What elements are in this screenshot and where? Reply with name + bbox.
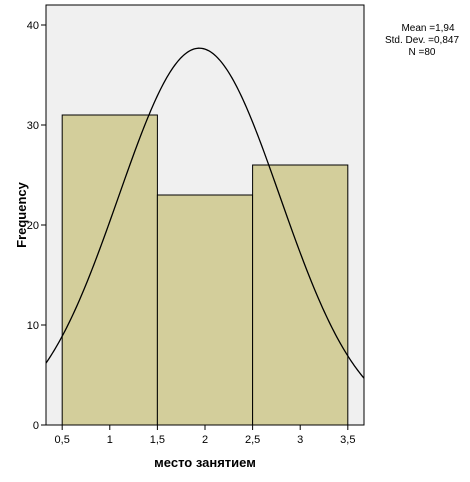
y-tick-label: 20	[27, 220, 39, 232]
stats-std-dev: Std. Dev. =0,847	[385, 35, 459, 46]
x-tick-label: 1	[107, 434, 113, 446]
stats-legend: Mean =1,94 Std. Dev. =0,847 N =80	[385, 23, 459, 58]
x-tick-label: 1,5	[150, 434, 165, 446]
histogram-bar-3	[252, 164, 349, 426]
y-tick-label: 30	[27, 120, 39, 132]
y-axis: 0 10 20 30 40	[27, 20, 46, 432]
histogram-bar-2	[156, 194, 254, 426]
x-axis: 0,5 1 1,5 2 2,5 3 3,5	[55, 425, 355, 446]
x-tick-label: 3	[297, 434, 303, 446]
x-axis-title: место занятием	[154, 455, 256, 470]
y-tick-label: 10	[27, 320, 39, 332]
stats-n: N =80	[409, 47, 436, 58]
x-tick-label: 3,5	[340, 434, 355, 446]
y-tick-label: 0	[33, 420, 39, 432]
normal-curve-line	[45, 47, 365, 379]
y-tick-label: 40	[27, 20, 39, 32]
x-tick-label: 0,5	[55, 434, 70, 446]
bars-layer	[61, 114, 349, 426]
x-tick-label: 2,5	[245, 434, 260, 446]
x-tick-label: 2	[202, 434, 208, 446]
y-axis-title: Frequency	[14, 181, 29, 248]
histogram-bar-1	[61, 114, 158, 426]
stats-mean: Mean =1,94	[401, 23, 455, 34]
